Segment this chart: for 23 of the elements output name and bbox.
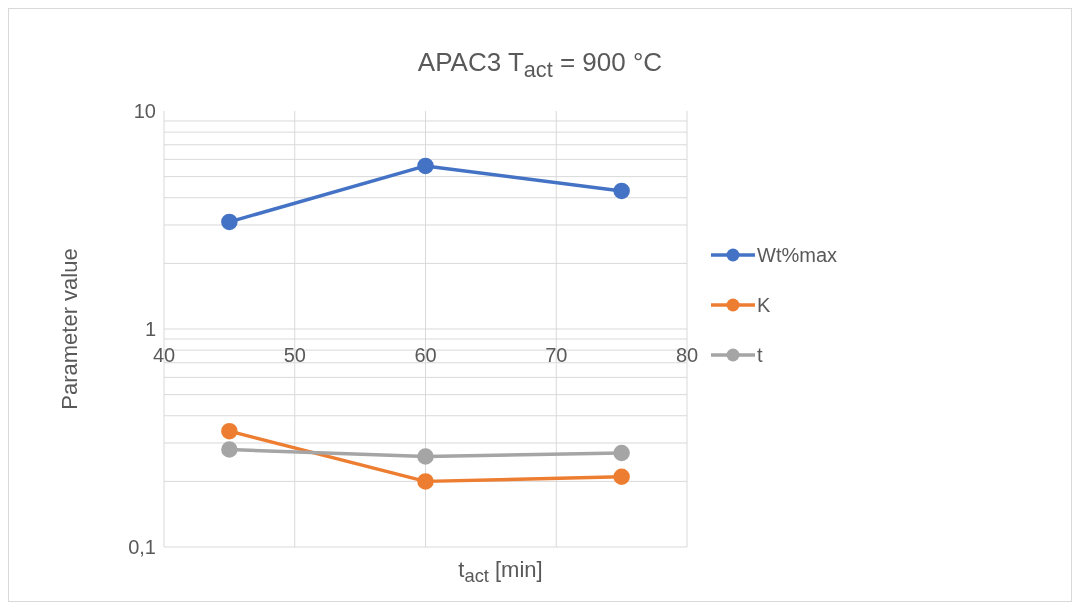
legend-label: t: [757, 343, 763, 367]
x-tick-label: 70: [545, 343, 568, 366]
y-axis-title: Parameter value: [56, 248, 82, 410]
y-tick-label: 0,1: [128, 536, 156, 559]
point: [417, 157, 434, 175]
point: [221, 441, 238, 458]
x-tick-label: 40: [152, 343, 176, 366]
x-tick-label: 80: [675, 343, 699, 366]
x-tick-label: 50: [283, 343, 306, 366]
x-axis-title: t$_{act}$ [min]: [457, 557, 544, 588]
point: [613, 444, 630, 462]
point: [613, 182, 630, 200]
point: [417, 473, 434, 490]
y-tick-label: 1: [144, 318, 156, 341]
point: [613, 468, 630, 486]
legend-label: Wt%max: [757, 243, 837, 267]
point: [417, 448, 434, 465]
point: [221, 213, 238, 231]
point: [221, 422, 238, 440]
chart-title: APAC3 T$_{act}$ = 900 °C: [416, 47, 664, 84]
y-tick-label: 10: [133, 100, 156, 123]
x-tick-label: 60: [414, 343, 437, 366]
legend-label: K: [757, 293, 771, 317]
